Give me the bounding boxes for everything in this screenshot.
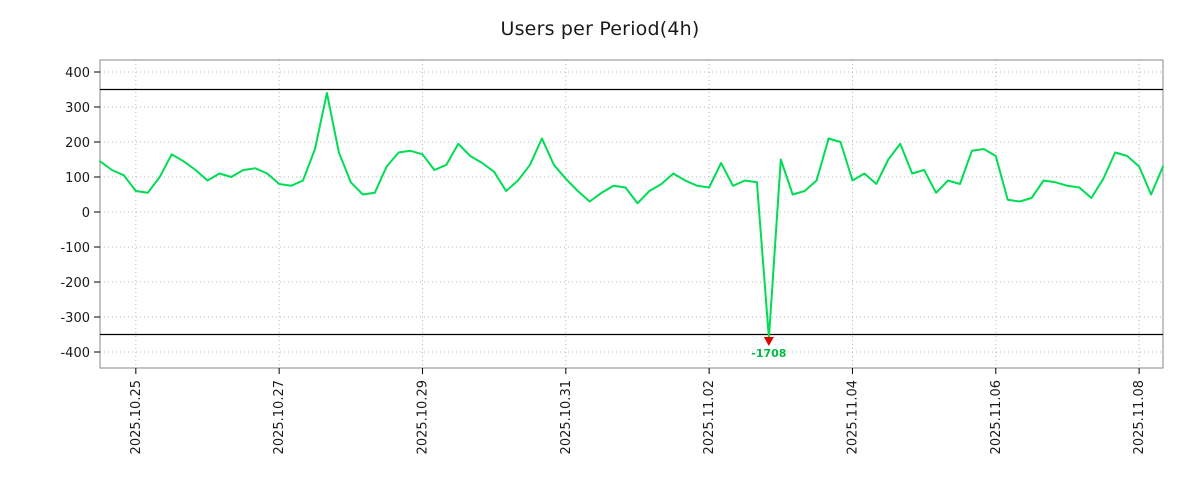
y-tick-label: 0: [82, 206, 90, 221]
y-tick-label: -200: [60, 276, 90, 291]
x-tick-label: 2025.11.04: [845, 380, 860, 454]
y-tick-label: 100: [65, 171, 90, 186]
plot-border: [99, 59, 1164, 369]
x-tick-label: 2025.11.06: [989, 380, 1004, 454]
chart-title: Users per Period(4h): [500, 18, 700, 40]
y-tick-label: 300: [65, 101, 90, 116]
min-marker-icon: [763, 337, 774, 346]
x-tick-label: 2025.10.27: [272, 380, 287, 454]
x-tick-label: 2025.10.31: [559, 380, 574, 454]
y-tick-label: -300: [60, 311, 90, 326]
x-tick-label: 2025.11.08: [1132, 380, 1147, 454]
y-tick-label: 200: [65, 136, 90, 151]
x-tick-label: 2025.10.25: [129, 380, 144, 454]
x-tick-label: 2025.11.02: [702, 380, 717, 454]
y-tick-label: 400: [65, 66, 90, 81]
min-value-label: -1708: [751, 347, 786, 360]
data-line: [99, 92, 1164, 339]
y-tick-label: -400: [60, 346, 90, 361]
x-tick-label: 2025.10.29: [415, 380, 430, 454]
y-tick-label: -100: [60, 241, 90, 256]
